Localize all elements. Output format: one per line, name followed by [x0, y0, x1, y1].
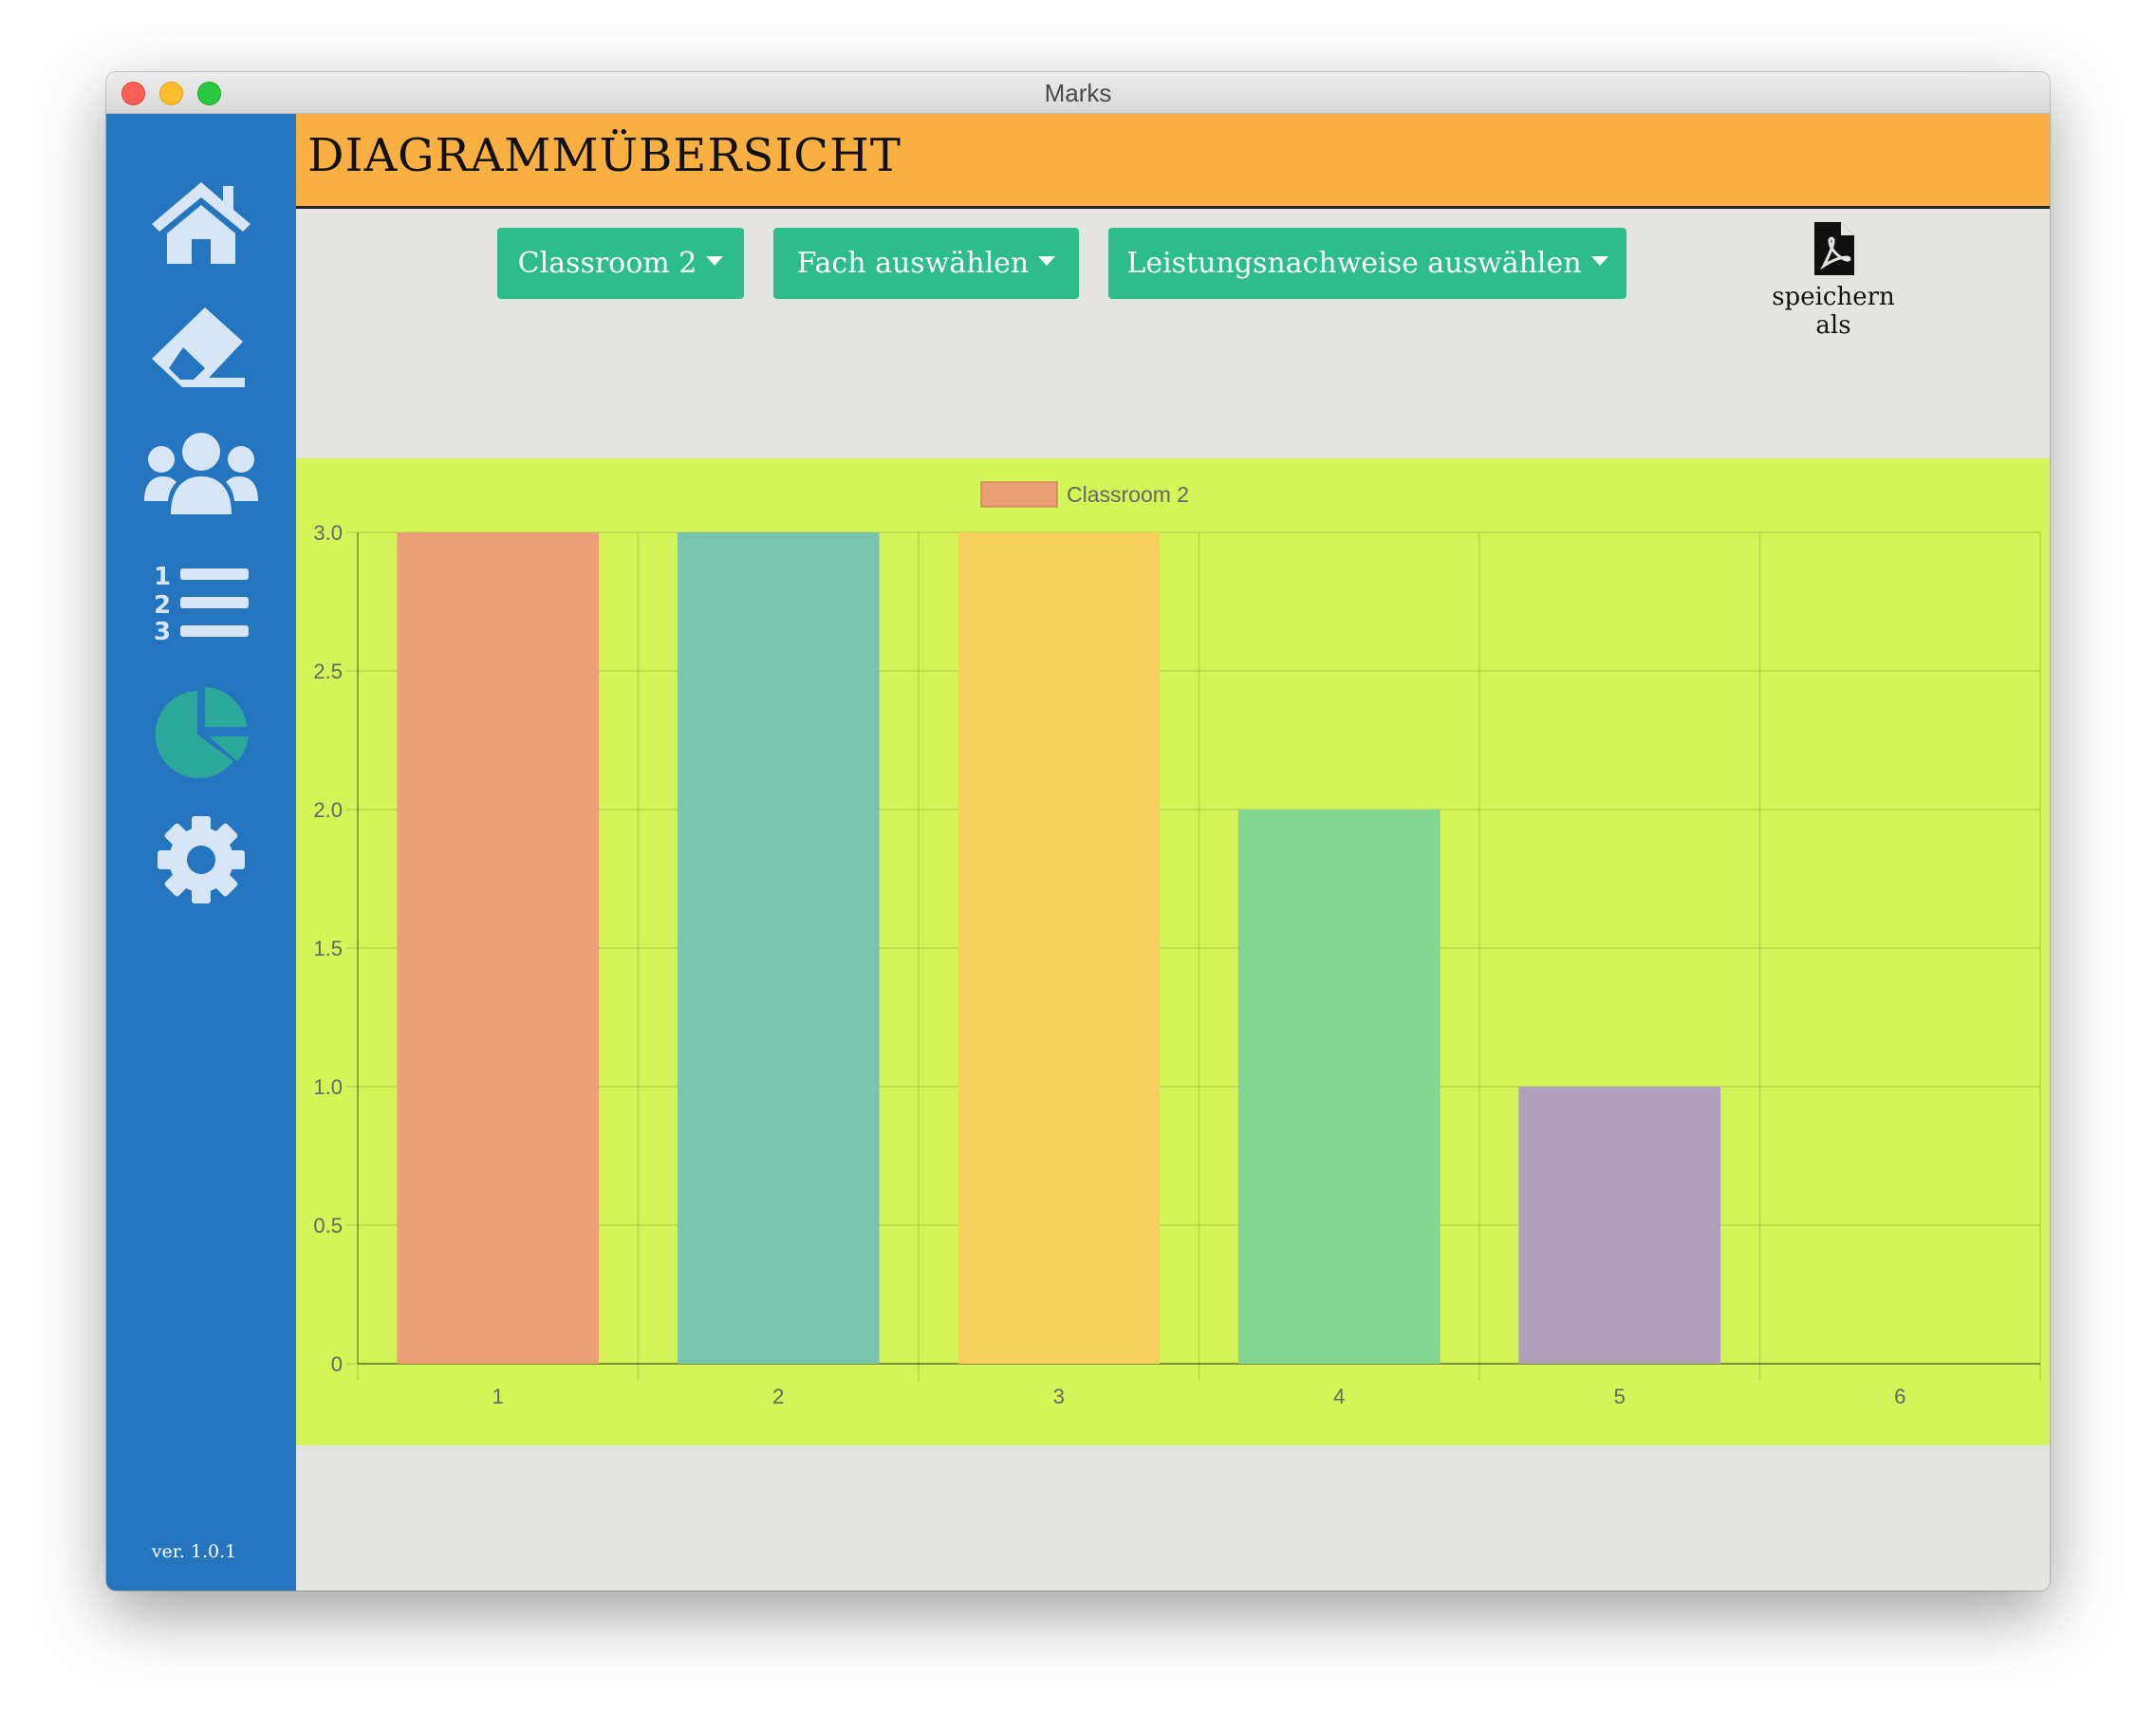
y-tick-label: 2.5	[313, 660, 343, 683]
eraser-icon	[152, 307, 245, 387]
bar-chart-svg: 0 0.5 1.0 1.5 2.0 2.5 3.0 1 2 3 4 5 6 Classroom 2	[313, 481, 2041, 1408]
sidebar-item-lists[interactable]: 1 2 3	[106, 560, 296, 642]
sidebar: 1 2 3	[106, 114, 296, 1591]
sidebar-item-eraser[interactable]	[106, 304, 296, 389]
svg-text:2: 2	[154, 591, 171, 620]
x-tick-label: 1	[493, 1385, 504, 1408]
legend-swatch	[980, 481, 1058, 508]
sidebar-item-charts[interactable]	[106, 685, 296, 780]
bar	[397, 532, 600, 1364]
svg-text:3: 3	[154, 618, 171, 642]
x-tick-label: 3	[1053, 1385, 1065, 1408]
y-tick-label: 1.0	[313, 1075, 343, 1099]
sidebar-item-settings[interactable]	[106, 814, 296, 905]
legend-label: Classroom 2	[1067, 482, 1189, 507]
sidebar-item-students[interactable]	[106, 431, 296, 516]
maximize-window-button[interactable]	[197, 82, 221, 105]
bar	[677, 532, 880, 1364]
classroom-dropdown-label: Classroom 2	[517, 247, 697, 280]
x-tick-label: 6	[1894, 1385, 1905, 1408]
assessments-dropdown-label: Leistungsnachweise auswählen	[1126, 247, 1582, 280]
x-tick-label: 2	[772, 1385, 784, 1408]
save-as-pdf-button[interactable]: speichern als	[1757, 220, 1909, 340]
app-window: Marks 1	[106, 72, 2050, 1591]
window-title: Marks	[1044, 79, 1112, 107]
chevron-down-icon	[1038, 255, 1056, 266]
gear-icon	[158, 816, 245, 903]
app-version: ver. 1.0.1	[151, 1541, 237, 1562]
y-tick-label: 0.5	[313, 1214, 343, 1238]
assessments-dropdown[interactable]: Leistungsnachweise auswählen	[1108, 228, 1626, 299]
subject-dropdown-label: Fach auswählen	[796, 247, 1030, 280]
y-tick-label: 0	[331, 1352, 343, 1376]
chevron-down-icon	[1590, 255, 1608, 266]
page-title: DIAGRAMMÜBERSICHT	[307, 129, 901, 182]
save-as-label: speichern als	[1772, 283, 1895, 340]
main-content: DIAGRAMMÜBERSICHT Classroom 2 Fach auswä…	[296, 114, 2050, 1591]
y-tick-label: 2.0	[313, 798, 343, 822]
users-icon	[144, 433, 258, 514]
sidebar-item-home[interactable]	[106, 178, 296, 266]
numbered-list-icon: 1 2 3	[154, 563, 249, 642]
home-icon	[152, 182, 251, 264]
close-window-button[interactable]	[121, 82, 145, 105]
bar	[1237, 810, 1440, 1364]
y-tick-label: 1.5	[313, 937, 343, 960]
x-tick-label: 4	[1333, 1385, 1345, 1408]
subject-dropdown[interactable]: Fach auswählen	[773, 228, 1079, 299]
bar	[1518, 1087, 1721, 1364]
bar	[957, 532, 1161, 1364]
y-tick-label: 3.0	[313, 521, 343, 545]
pdf-file-icon	[1814, 222, 1854, 275]
pie-chart-icon	[155, 687, 249, 778]
minimize-window-button[interactable]	[159, 82, 183, 105]
chevron-down-icon	[706, 255, 724, 266]
x-tick-label: 5	[1614, 1385, 1626, 1408]
title-bar: Marks	[106, 72, 2050, 114]
bar-chart: 0 0.5 1.0 1.5 2.0 2.5 3.0 1 2 3 4 5 6 Classroom 2	[296, 458, 2050, 1445]
classroom-dropdown[interactable]: Classroom 2	[497, 228, 744, 299]
page-header: DIAGRAMMÜBERSICHT	[296, 114, 2050, 209]
svg-text:1: 1	[154, 563, 171, 591]
